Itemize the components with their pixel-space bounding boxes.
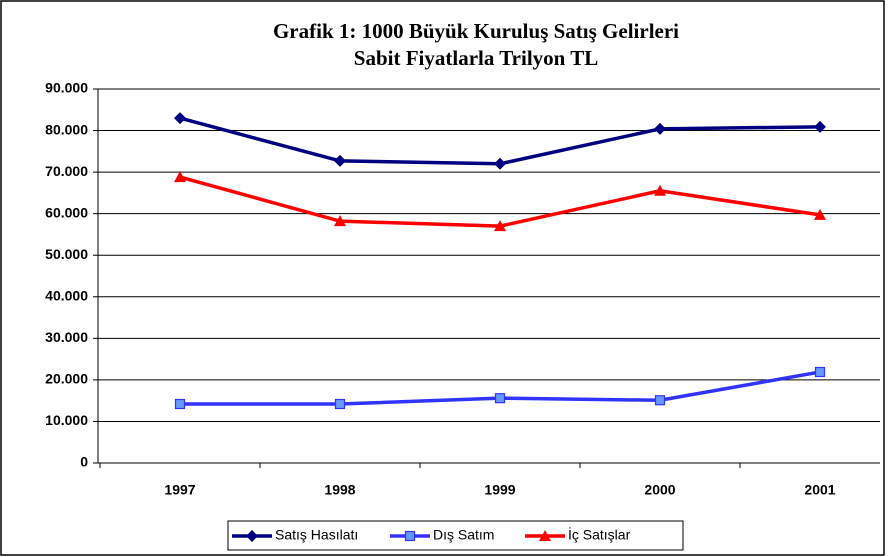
marker	[494, 393, 506, 404]
chart-title: Grafik 1: 1000 Büyük Kuruluş Satış Gelir…	[273, 19, 679, 43]
x-tick-label: 2000	[644, 482, 675, 498]
x-tick-label: 1999	[484, 482, 515, 498]
legend-box	[227, 520, 684, 551]
legend-label: İç Satışlar	[568, 526, 631, 543]
marker	[494, 157, 506, 170]
marker	[494, 220, 506, 232]
legend-label: Dış Satım	[433, 527, 494, 543]
marker	[174, 398, 186, 410]
marker	[334, 215, 346, 227]
x-tick-label: 2001	[804, 482, 835, 498]
x-tick-label: 1997	[164, 482, 195, 498]
marker	[814, 120, 826, 133]
y-tick-label: 60.000	[45, 204, 88, 220]
marker	[654, 184, 666, 196]
legend-label: Satış Hasılatı	[275, 527, 358, 543]
marker	[334, 398, 346, 410]
x-tick-label: 1998	[324, 482, 355, 498]
marker	[654, 395, 666, 406]
marker	[334, 154, 346, 167]
marker	[539, 530, 551, 541]
marker	[174, 171, 186, 183]
marker	[174, 112, 186, 125]
chart-subtitle: Sabit Fiyatlarla Trilyon TL	[354, 46, 598, 70]
marker	[404, 530, 416, 542]
y-tick-label: 80.000	[45, 121, 88, 137]
marker	[654, 122, 666, 135]
y-tick-label: 30.000	[45, 329, 88, 345]
marker	[246, 530, 258, 542]
y-tick-label: 20.000	[45, 371, 88, 387]
y-tick-label: 70.000	[45, 163, 88, 179]
y-tick-label: 90.000	[45, 80, 88, 96]
y-tick-label: 50.000	[45, 246, 88, 262]
y-tick-label: 0	[80, 454, 88, 470]
marker	[814, 366, 826, 378]
marker	[814, 208, 826, 220]
y-tick-label: 40.000	[45, 287, 88, 303]
y-tick-label: 10.000	[45, 412, 88, 428]
